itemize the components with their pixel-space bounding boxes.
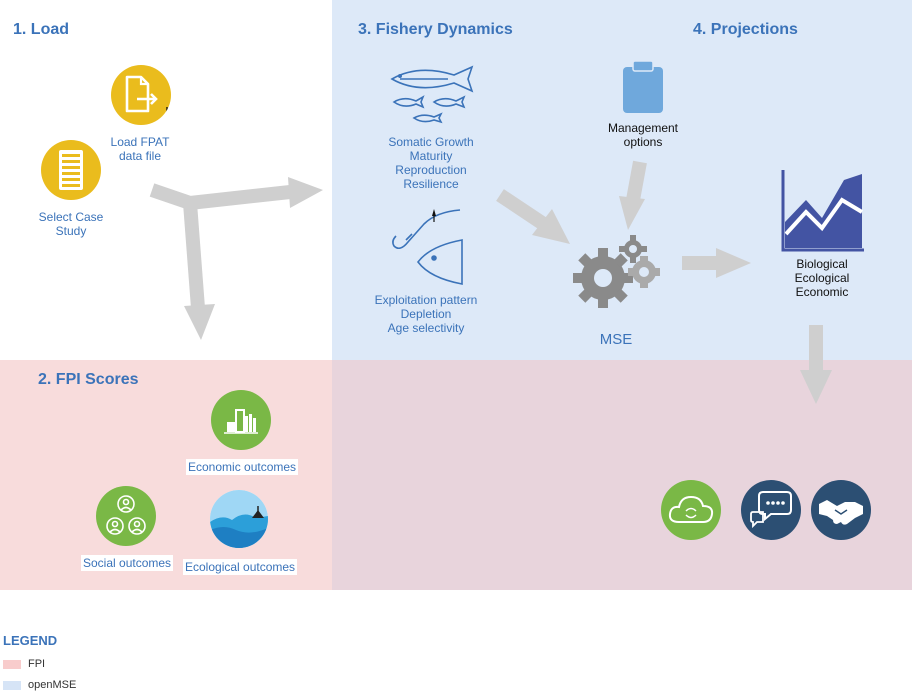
- fishing-hook-icon: [392, 209, 463, 285]
- projections-line-2: Ecological: [794, 271, 850, 285]
- fpat-label-line-2: data file: [118, 149, 162, 163]
- fpat-label-line-1: Load FPAT: [110, 135, 170, 149]
- management-label-line-1: Management: [607, 121, 679, 135]
- growth-line-3: Reproduction: [395, 163, 467, 177]
- arrow-load-down: [183, 202, 205, 309]
- growth-line-1: Somatic Growth: [388, 135, 474, 149]
- area-chart-icon: [781, 170, 864, 252]
- exploitation-line-3: Age selectivity: [387, 321, 465, 335]
- gears-icon: [573, 235, 660, 308]
- arrowhead-projections-down: [800, 370, 832, 404]
- file-export-icon: [111, 65, 171, 125]
- projections-line-3: Economic: [795, 285, 849, 299]
- growth-line-2: Maturity: [409, 149, 453, 163]
- social-outcomes-label: Social outcomes: [81, 555, 174, 571]
- exploitation-line-2: Depletion: [400, 307, 452, 321]
- case-label-line-2: Study: [55, 224, 87, 238]
- legend-title: LEGEND: [3, 633, 58, 648]
- case-label-line-1: Select Case: [38, 210, 104, 224]
- clipboard-icon: [623, 60, 663, 113]
- legend-label-fpi: FPI: [28, 658, 46, 670]
- fish-school-icon: [390, 65, 474, 124]
- mse-label: MSE: [599, 331, 633, 348]
- ocean-wave-icon: [210, 490, 268, 548]
- bar-chart-icon: [211, 390, 271, 450]
- cloud-refresh-icon: [661, 480, 721, 540]
- arrowhead-mse-projections: [716, 248, 751, 278]
- arrow-growth-to-mse: [496, 189, 549, 231]
- arrow-load-branch: [149, 183, 291, 211]
- projections-line-1: Biological: [796, 257, 848, 271]
- section-title-fishery-dynamics: 3. Fishery Dynamics: [358, 21, 513, 38]
- arrow-management-to-mse: [626, 160, 647, 202]
- economic-outcomes-label: Economic outcomes: [186, 459, 299, 475]
- arrowhead-right-load: [288, 177, 323, 208]
- legend-swatch-openmse: [3, 681, 21, 690]
- arrowhead-management-mse: [619, 196, 645, 230]
- management-label-line-2: options: [623, 135, 663, 149]
- legend-swatch-fpi: [3, 660, 21, 669]
- section-title-projections: 4. Projections: [693, 21, 798, 38]
- ecological-outcomes-label: Ecological outcomes: [183, 559, 298, 575]
- people-group-icon: [96, 486, 156, 546]
- exploitation-line-1: Exploitation pattern: [374, 293, 478, 307]
- flow-arrows: [149, 160, 832, 404]
- growth-line-4: Resilience: [403, 177, 459, 191]
- section-title-fpi-scores: 2. FPI Scores: [38, 371, 139, 388]
- server-list-icon: [41, 140, 101, 200]
- arrowhead-down-load: [184, 304, 215, 340]
- arrowhead-growth-mse: [532, 209, 570, 244]
- section-title-load: 1. Load: [13, 21, 70, 38]
- handshake-icon: [811, 480, 871, 540]
- chat-bubbles-icon: [741, 480, 801, 540]
- legend-label-openmse: openMSE: [28, 679, 77, 691]
